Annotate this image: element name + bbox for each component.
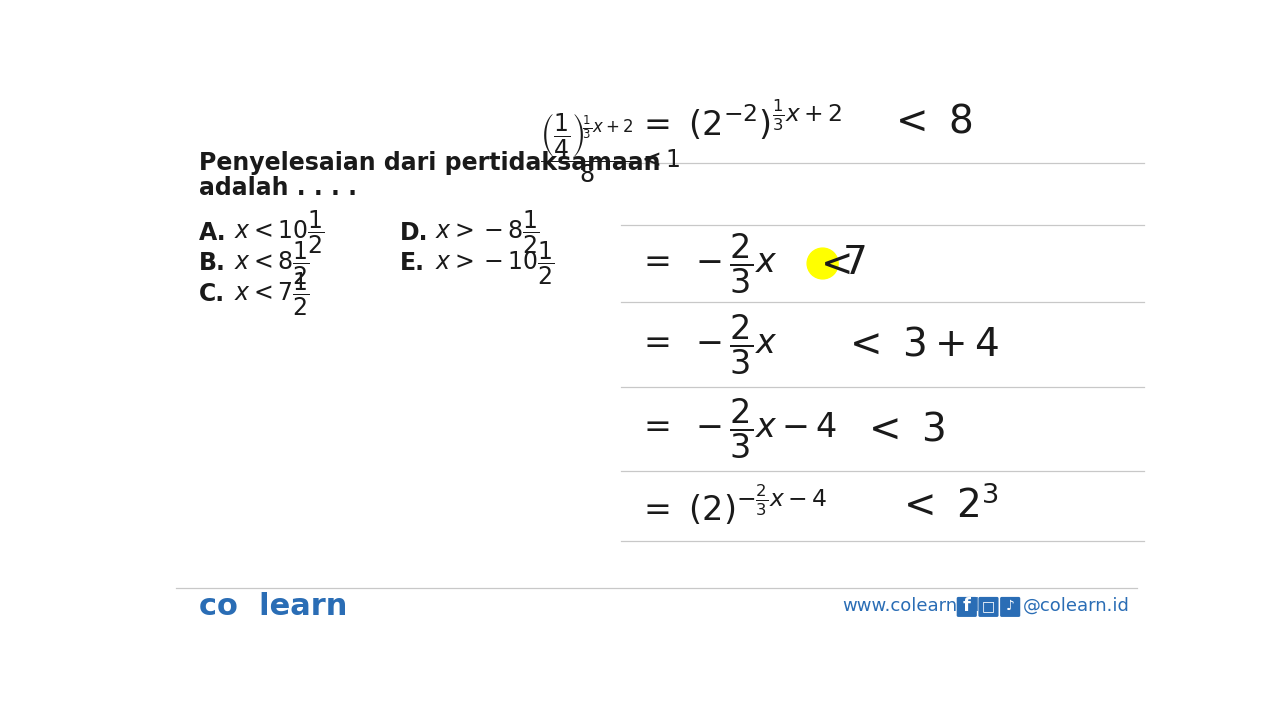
- Text: B.: B.: [198, 251, 225, 276]
- Text: $7$: $7$: [842, 245, 865, 282]
- Text: $<$: $<$: [813, 245, 851, 282]
- Text: adalah . . . .: adalah . . . .: [198, 176, 357, 200]
- Text: D.: D.: [401, 221, 429, 245]
- FancyBboxPatch shape: [1000, 597, 1020, 617]
- Text: @colearn.id: @colearn.id: [1023, 597, 1129, 615]
- Text: $<\ 2^{3}$: $<\ 2^{3}$: [896, 486, 998, 526]
- Text: ♪: ♪: [1006, 599, 1015, 613]
- Text: $x > -10\dfrac{1}{2}$: $x > -10\dfrac{1}{2}$: [435, 240, 554, 287]
- Text: www.colearn.id: www.colearn.id: [842, 597, 979, 615]
- Text: E.: E.: [401, 251, 425, 276]
- Text: $=\ -\dfrac{2}{3}x$: $=\ -\dfrac{2}{3}x$: [636, 312, 777, 377]
- Text: $x < 7\dfrac{1}{2}$: $x < 7\dfrac{1}{2}$: [234, 271, 310, 318]
- Text: A.: A.: [198, 221, 227, 245]
- Text: $=\ -\dfrac{2}{3}x$: $=\ -\dfrac{2}{3}x$: [636, 231, 777, 296]
- Text: $=\ (2)^{-\frac{2}{3}x-4}$: $=\ (2)^{-\frac{2}{3}x-4}$: [636, 484, 827, 528]
- Text: $=\ (2^{-2})^{\frac{1}{3}x+2}$: $=\ (2^{-2})^{\frac{1}{3}x+2}$: [636, 99, 842, 143]
- Text: Penyelesaian dari pertidaksamaan: Penyelesaian dari pertidaksamaan: [198, 151, 660, 176]
- Text: $<\ 3$: $<\ 3$: [861, 410, 946, 448]
- Text: $<\ 8$: $<\ 8$: [888, 102, 973, 140]
- Text: $x > -8\dfrac{1}{2}$: $x > -8\dfrac{1}{2}$: [435, 209, 540, 256]
- Circle shape: [808, 248, 838, 279]
- Text: f: f: [963, 597, 970, 615]
- Text: $x < 10\dfrac{1}{2}$: $x < 10\dfrac{1}{2}$: [234, 209, 324, 256]
- Text: $\dfrac{\left(\dfrac{1}{4}\right)^{\!\frac{1}{3}x+2}}{8}<1$: $\dfrac{\left(\dfrac{1}{4}\right)^{\!\fr…: [540, 112, 680, 185]
- Text: C.: C.: [198, 282, 225, 306]
- Text: $=\ -\dfrac{2}{3}x - 4$: $=\ -\dfrac{2}{3}x - 4$: [636, 397, 837, 462]
- Text: □: □: [982, 599, 995, 613]
- Text: $<\ 3+4$: $<\ 3+4$: [842, 325, 1000, 364]
- FancyBboxPatch shape: [978, 597, 998, 617]
- FancyBboxPatch shape: [956, 597, 977, 617]
- Text: $x < 8\dfrac{1}{2}$: $x < 8\dfrac{1}{2}$: [234, 240, 310, 287]
- Text: co  learn: co learn: [198, 592, 347, 621]
